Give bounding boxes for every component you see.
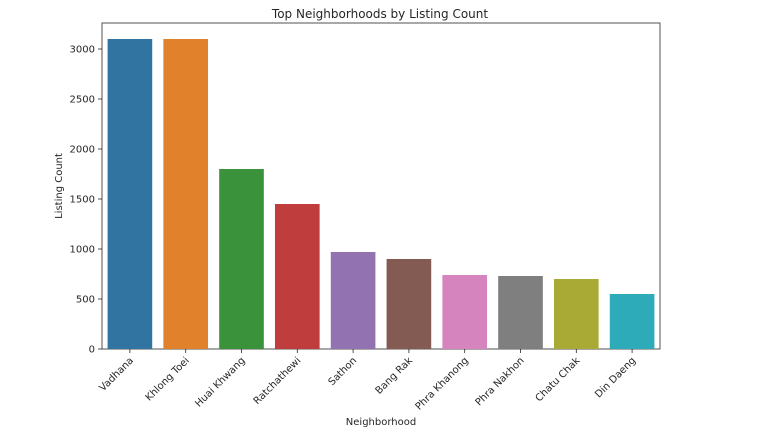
x-axis: Vadhana Khlong Toei Huai Khwang Ratchathewi… [97, 349, 638, 413]
x-tick-label: Phra Nakhon [474, 355, 527, 408]
x-tick-label: Vadhana [97, 355, 136, 394]
bar-khlong-toei [163, 39, 209, 349]
y-axis-label: Listing Count [54, 153, 65, 219]
y-tick-label: 1500 [70, 195, 95, 206]
y-tick-label: 500 [76, 295, 95, 306]
x-tick-label: Sathon [327, 355, 360, 388]
y-tick-label: 0 [89, 345, 95, 356]
y-tick-label: 2000 [70, 145, 95, 156]
bar-ratchathewi [274, 204, 320, 349]
bar-bang-rak [386, 259, 432, 349]
chart-title: Top Neighborhoods by Listing Count [271, 7, 488, 21]
x-axis-label: Neighborhood [346, 417, 416, 428]
bar-phra-khanong [442, 275, 488, 349]
x-tick-label: Din Daeng [593, 355, 638, 400]
y-tick-label: 1000 [70, 245, 95, 256]
x-tick-label: Khlong Toei [144, 355, 192, 403]
bar-chatu-chak [553, 279, 599, 349]
bar-vadhana [107, 39, 153, 349]
plot-frame [101, 22, 661, 350]
y-tick-label: 3000 [70, 45, 95, 56]
y-axis: 0 500 1000 1500 2000 2500 3000 [70, 45, 102, 356]
plot-area [101, 22, 661, 350]
bars-group [107, 39, 655, 349]
x-tick-label: Chatu Chak [534, 355, 583, 404]
bar-phra-nakhon [498, 276, 543, 349]
bar-huai-khwang [219, 169, 264, 349]
y-tick-label: 2500 [70, 95, 95, 106]
x-tick-label: Phra Khanong [414, 355, 471, 412]
x-tick-label: Huai Khwang [193, 355, 247, 409]
bar-sathon [330, 252, 376, 349]
bar-din-daeng [609, 294, 655, 349]
x-tick-label: Bang Rak [374, 355, 416, 397]
x-tick-label: Ratchathewi [252, 355, 304, 407]
